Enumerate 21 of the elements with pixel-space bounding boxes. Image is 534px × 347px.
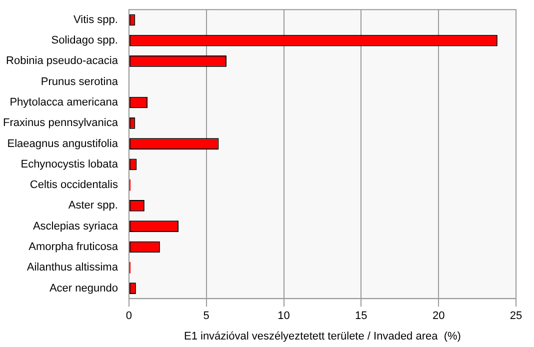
y-tick-label: Celtis occidentalis xyxy=(30,179,118,192)
x-tick-label: 0 xyxy=(126,310,132,322)
y-tick-label: Elaeagnus angustifolia xyxy=(7,138,119,150)
y-tick-label: Aster spp. xyxy=(68,200,118,212)
x-tick-label: 25 xyxy=(510,310,522,322)
y-tick-label: Asclepias syriaca xyxy=(32,220,119,232)
x-tick-label: 15 xyxy=(355,310,368,322)
y-tick-label: Amorpha fruticosa xyxy=(28,241,119,254)
x-tick-label: 20 xyxy=(432,310,445,322)
y-tick-label: Phytolacca americana xyxy=(10,96,119,109)
y-tick-label: Robinia pseudo-acacia xyxy=(6,55,119,68)
y-tick-label: Acer negundo xyxy=(49,282,118,294)
y-tick-label: Echynocystis lobata xyxy=(20,158,119,170)
y-tick-label: Vitis spp. xyxy=(74,14,118,26)
x-axis-title: E1 invázióval veszélyeztetett területe / Invaded area (%) xyxy=(184,330,461,342)
x-tick-label: 10 xyxy=(278,310,290,322)
y-tick-label: Solidago spp. xyxy=(51,34,118,47)
y-tick-label: Fraxinus pennsylvanica xyxy=(2,117,119,130)
y-tick-label: Prunus serotina xyxy=(40,76,119,88)
x-tick-label: 5 xyxy=(203,310,210,322)
y-tick-label: Ailanthus altissima xyxy=(26,262,119,274)
